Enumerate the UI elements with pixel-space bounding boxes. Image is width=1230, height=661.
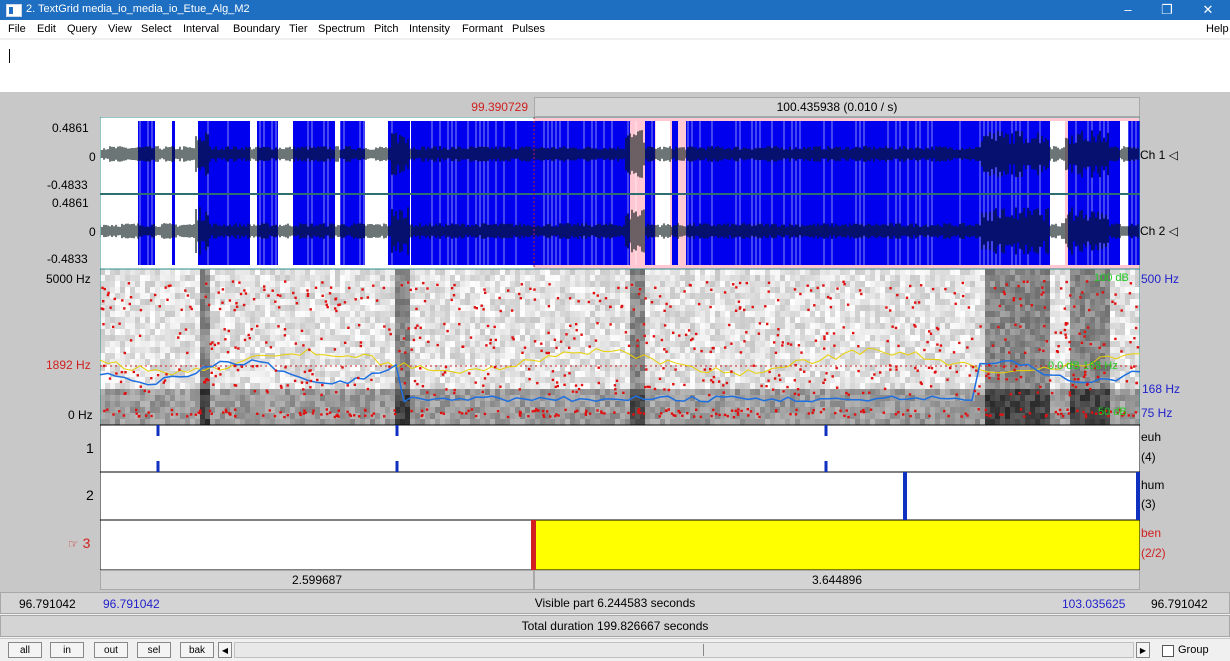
tier-3-count: (2/2) [1141,546,1166,560]
interval-right-duration-bar[interactable]: 3.644896 [534,570,1140,590]
tier-2-area[interactable] [100,472,1140,520]
tier-3-selected-boundary[interactable] [531,520,536,570]
menu-select[interactable]: Select [141,23,172,35]
tier-2-number[interactable]: 2 [86,487,94,503]
menu-bar: File Edit Query View Select Interval Bou… [0,20,1230,38]
close-button[interactable]: ✕ [1193,0,1223,20]
menu-file[interactable]: File [8,23,26,35]
group-checkbox-label: Group [1178,644,1209,656]
tier-1-count: (4) [1141,450,1156,464]
tier-3-interval-left[interactable] [100,520,534,570]
speaker-icon: ◁ [1169,224,1178,238]
menu-view[interactable]: View [108,23,132,35]
window-title: 2. TextGrid media_io_media_io_Etue_Alg_M… [26,3,250,15]
zoom-back-button[interactable]: bak [180,642,214,658]
group-checkbox[interactable] [1162,645,1174,657]
spectrogram-cursor-hz: 1892 Hz [46,358,91,372]
tier-1-number[interactable]: 1 [86,440,94,456]
menu-help[interactable]: Help [1206,23,1229,35]
menu-spectrum[interactable]: Spectrum [318,23,365,35]
spectrogram-top-hz: 5000 Hz [46,272,91,286]
selection-start-bar[interactable]: 99.390729 [100,97,534,117]
menu-interval[interactable]: Interval [183,23,219,35]
spectrogram-right-mid-hz: 168 Hz [1142,382,1180,396]
zoom-out-button[interactable]: out [94,642,128,658]
ch2-zero-label: 0 [89,225,96,239]
selection-duration: 100.435938 (0.010 / s) [777,100,898,114]
scroll-left-button[interactable]: ◀ [218,642,232,658]
zoom-all-button[interactable]: all [8,642,42,658]
tier-1-area[interactable] [100,425,1140,472]
praat-app-icon [6,4,22,17]
text-caret [9,49,10,63]
interval-left-duration: 2.599687 [292,573,342,587]
selection-duration-bar[interactable]: 100.435938 (0.010 / s) [534,97,1140,117]
scrollbar-thumb[interactable] [703,644,704,656]
ch2-top-label: 0.4861 [52,196,89,210]
interval-text-field[interactable] [0,40,1230,93]
zoom-selection-button[interactable]: sel [137,642,171,658]
ch2-bottom-label: -0.4833 [47,252,88,266]
total-duration-bar[interactable]: Total duration 199.826667 seconds [0,615,1230,637]
zoom-in-button[interactable]: in [50,642,84,658]
ch2-label: Ch 2 ◁ [1140,224,1178,238]
menu-formant[interactable]: Formant [462,23,503,35]
ch1-top-label: 0.4861 [52,121,89,135]
window-end-time: 96.791042 [1151,594,1208,614]
window-start-time: 96.791042 [19,594,76,614]
spectrogram-right-mid-db: 0.0 dB 168 Hz [1048,360,1118,372]
spectrogram-bottom-hz: 0 Hz [68,408,93,422]
tier-2-name: hum [1141,478,1164,492]
tier-1-name: euh [1141,430,1161,444]
menu-query[interactable]: Query [67,23,97,35]
tier-3-name: ben [1141,526,1161,540]
ch1-label: Ch 1 ◁ [1140,148,1178,162]
tier-3-label[interactable]: ☞ 3 [68,535,90,551]
visible-part-bar[interactable]: 96.791042 96.791042 Visible part 6.24458… [0,592,1230,614]
horizontal-scrollbar[interactable] [234,642,1134,658]
spectrogram-right-top-hz: 500 Hz [1141,272,1179,286]
interval-right-duration: 3.644896 [812,573,862,587]
spectrogram-right-top-db: 100 dB [1094,272,1129,284]
tier-2-count: (3) [1141,497,1156,511]
ch1-bottom-label: -0.4833 [47,178,88,192]
menu-boundary[interactable]: Boundary [233,23,280,35]
maximize-button[interactable]: ❐ [1152,0,1182,20]
pointing-hand-icon: ☞ [68,537,79,551]
menu-pitch[interactable]: Pitch [374,23,398,35]
spectrogram [100,269,1140,425]
minimize-button[interactable]: – [1113,0,1143,20]
menu-intensity[interactable]: Intensity [409,23,450,35]
spectrogram-right-bottom-hz: 75 Hz [1141,406,1172,420]
speaker-icon: ◁ [1169,148,1178,162]
visible-part-label: Visible part 6.244583 seconds [535,596,696,610]
tier-3-interval-selected[interactable] [534,520,1140,570]
spectrogram-right-bottom-db: 50 dB [1098,406,1127,418]
scroll-left-icon: ◀ [222,646,228,655]
scroll-right-icon: ▶ [1140,646,1146,655]
visible-start-time: 96.791042 [103,594,160,614]
visible-end-time: 103.035625 [1062,594,1125,614]
menu-tier[interactable]: Tier [289,23,308,35]
menu-edit[interactable]: Edit [37,23,56,35]
signal-display[interactable] [100,117,1140,570]
ch1-zero-label: 0 [89,150,96,164]
bottom-control-bar: all in out sel bak ◀ ▶ Group [0,638,1230,661]
total-duration-label: Total duration 199.826667 seconds [522,619,709,633]
menu-pulses[interactable]: Pulses [512,23,545,35]
scroll-right-button[interactable]: ▶ [1136,642,1150,658]
title-bar: 2. TextGrid media_io_media_io_Etue_Alg_M… [0,0,1230,20]
selection-start-time: 99.390729 [471,98,528,116]
interval-left-duration-bar[interactable]: 2.599687 [100,570,534,590]
